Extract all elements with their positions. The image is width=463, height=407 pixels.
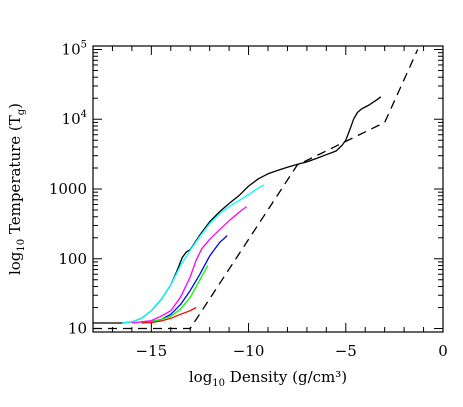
x-axis-label: log10 Density (g/cm³)	[189, 368, 347, 389]
plot-area	[93, 49, 419, 330]
series-line-2	[122, 184, 265, 324]
x-tick-label: −10	[233, 342, 265, 360]
x-tick-label: −5	[335, 342, 357, 360]
series-line-1	[93, 96, 382, 324]
plot-frame	[92, 45, 444, 333]
y-axis-ticks: 10 100 1000 104 105	[49, 39, 443, 338]
x-tick-label: 0	[438, 342, 448, 360]
series-line-7	[93, 49, 419, 330]
series-line-6	[141, 306, 197, 324]
series-line-5	[141, 265, 209, 324]
y-tick-label: 104	[62, 109, 87, 128]
x-tick-label: −15	[136, 342, 168, 360]
y-axis-label: log10 Temperature (Tg)	[6, 103, 27, 275]
y-tick-label: 1000	[49, 180, 87, 198]
x-axis-ticks: −15 −10 −5 0	[92, 46, 448, 360]
y-tick-label: 100	[58, 250, 87, 268]
series-line-4	[141, 235, 228, 324]
y-tick-label: 10	[68, 320, 87, 338]
y-tick-label: 105	[62, 39, 87, 58]
series-line-3	[131, 206, 247, 324]
